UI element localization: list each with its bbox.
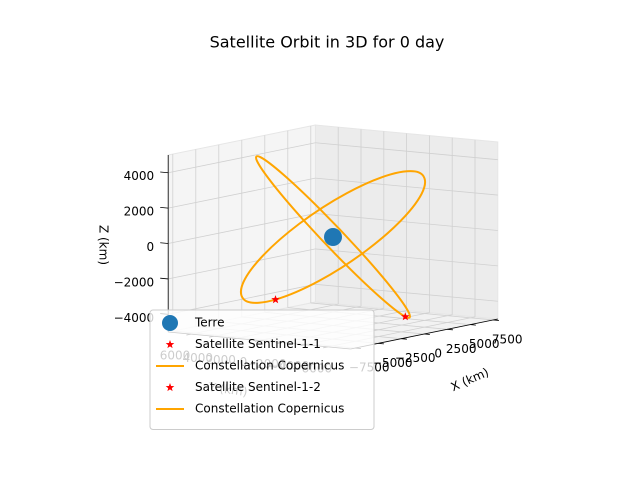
grid-line xyxy=(168,177,316,209)
grid-line xyxy=(168,142,316,174)
tick-mark xyxy=(160,242,169,244)
z-tick-label: −2000 xyxy=(114,275,155,289)
earth-point xyxy=(324,228,342,246)
legend-label: Satellite Sentinel-1-2 xyxy=(195,380,321,394)
satellite-point xyxy=(401,312,410,321)
grid-line xyxy=(168,248,316,280)
grid-line xyxy=(315,177,498,196)
x-axis-label: X (km) xyxy=(449,365,491,394)
z-tick-label: 4000 xyxy=(124,169,155,183)
grid-line xyxy=(168,283,316,315)
legend-box xyxy=(149,309,375,430)
legend-label: Terre xyxy=(194,316,224,330)
satellite-point xyxy=(271,295,280,304)
x-tick-label: −2500 xyxy=(395,351,436,365)
legend-label: Satellite Sentinel-1-1 xyxy=(195,337,321,351)
x-tick-label: −5000 xyxy=(372,356,413,370)
x-tick-label: 2500 xyxy=(446,342,477,356)
tick-mark xyxy=(160,277,169,280)
z-tick-label: 0 xyxy=(147,240,155,254)
grid-line xyxy=(315,248,498,267)
x-axis-line xyxy=(350,318,498,350)
z-tick-label: −4000 xyxy=(114,311,155,325)
legend-swatch xyxy=(165,383,175,392)
legend: Terre Satellite Sentinel-1-1 Constellation… xyxy=(149,309,375,430)
z-tick-label: 2000 xyxy=(124,205,155,219)
chart-title: Satellite Orbit in 3D for 0 day xyxy=(210,33,445,52)
legend-swatch xyxy=(162,315,178,331)
tick-mark xyxy=(160,206,169,209)
grid-line xyxy=(315,283,498,302)
legend-label: Constellation Copernicus xyxy=(195,359,344,373)
legend-swatch xyxy=(165,340,175,349)
x-tick-label: 5000 xyxy=(469,337,500,351)
tick-mark xyxy=(160,171,169,174)
orbit-line xyxy=(239,170,427,304)
x-tick-label: 0 xyxy=(434,346,442,360)
grid-line xyxy=(315,142,498,161)
grid-line xyxy=(315,213,498,231)
grid-line xyxy=(168,213,316,244)
legend-label: Constellation Copernicus xyxy=(195,402,344,416)
x-tick-label: 7500 xyxy=(492,332,523,346)
z-axis-label: Z (km) xyxy=(97,225,111,265)
